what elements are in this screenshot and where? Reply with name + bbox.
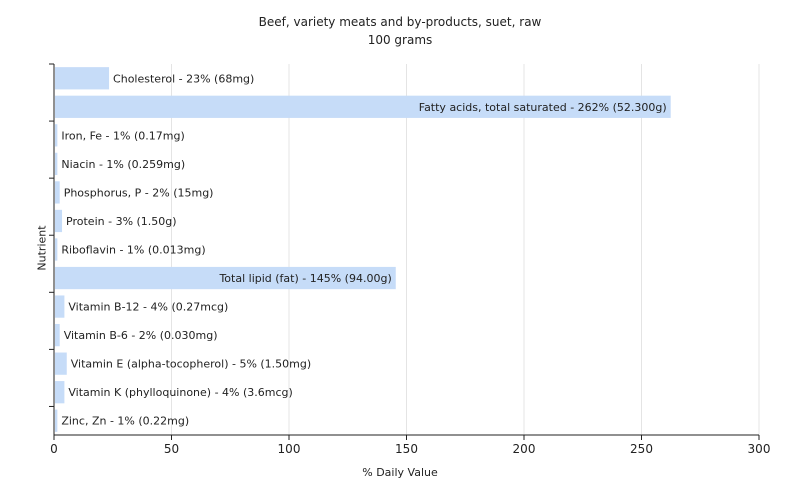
- bar-label: Vitamin K (phylloquinone) - 4% (3.6mcg): [68, 386, 292, 399]
- bar-labels: Cholesterol - 23% (68mg) Fatty acids, tot…: [61, 72, 666, 427]
- bar: [55, 209, 63, 233]
- bar: [55, 266, 396, 290]
- bar: [55, 124, 58, 147]
- x-tick-label: 150: [395, 442, 418, 456]
- x-axis-label: % Daily Value: [362, 466, 438, 479]
- bars: [55, 67, 671, 432]
- bar-label: Riboflavin - 1% (0.013mg): [61, 244, 205, 257]
- bar: [55, 152, 58, 176]
- bar: [55, 67, 110, 90]
- bar-label: Total lipid (fat) - 145% (94.00g): [218, 272, 391, 285]
- bar-label: Vitamin B-12 - 4% (0.27mcg): [68, 301, 228, 314]
- x-tick-label: 50: [164, 442, 179, 456]
- bar-label: Cholesterol - 23% (68mg): [113, 72, 254, 85]
- bar: [55, 181, 60, 204]
- bar: [55, 352, 67, 375]
- bar: [55, 295, 65, 318]
- bar: [55, 409, 58, 432]
- chart-subtitle: 100 grams: [367, 33, 433, 47]
- bar-label: Zinc, Zn - 1% (0.22mg): [61, 415, 189, 428]
- bar: [55, 238, 58, 261]
- x-tick-label: 100: [278, 442, 301, 456]
- bar-label: Fatty acids, total saturated - 262% (52.…: [419, 101, 667, 114]
- x-tick-label: 300: [748, 442, 771, 456]
- bar: [55, 381, 65, 404]
- x-tick-label: 200: [513, 442, 536, 456]
- bar-label: Iron, Fe - 1% (0.17mg): [61, 129, 184, 142]
- bar-label: Vitamin E (alpha-tocopherol) - 5% (1.50m…: [71, 358, 311, 371]
- bar: [55, 323, 60, 347]
- x-ticks: 0 50 100 150 200 250 300: [50, 435, 770, 456]
- x-tick-label: 250: [630, 442, 653, 456]
- bar-label: Phosphorus, P - 2% (15mg): [64, 186, 214, 199]
- bar: [55, 95, 671, 118]
- y-axis-label: Nutrient: [35, 225, 49, 271]
- x-tick-label: 0: [50, 442, 58, 456]
- grid-lines: [171, 64, 760, 435]
- bar-label: Vitamin B-6 - 2% (0.030mg): [64, 329, 218, 342]
- bar-label: Niacin - 1% (0.259mg): [61, 158, 185, 171]
- bar-label: Protein - 3% (1.50g): [66, 215, 177, 228]
- chart-title: Beef, variety meats and by-products, sue…: [258, 15, 542, 29]
